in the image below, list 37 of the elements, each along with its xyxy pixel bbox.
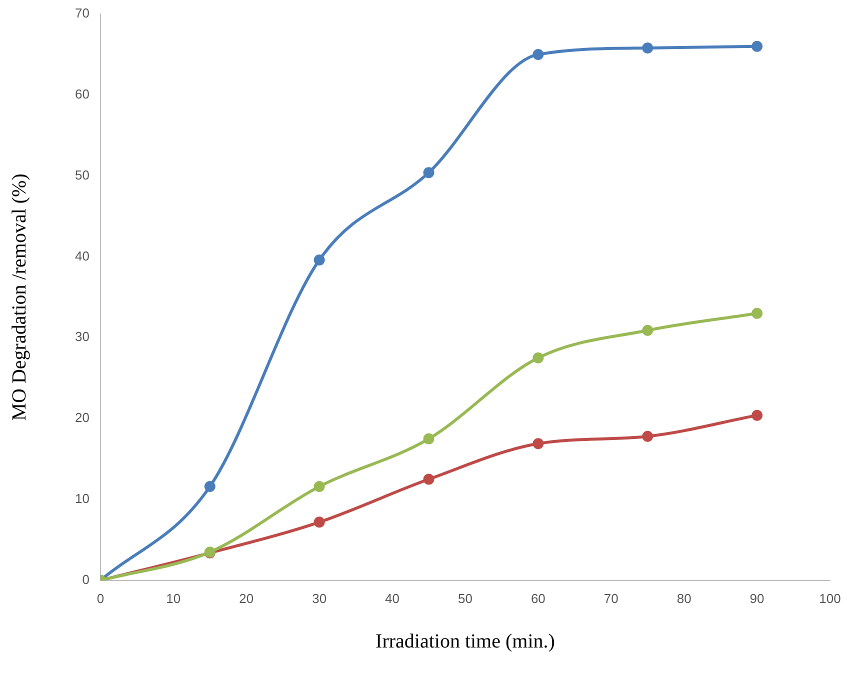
point [423,433,434,444]
point [423,167,434,178]
point [642,324,654,336]
x-tick-label: 20 [239,590,254,606]
y-tick-label: 60 [74,86,90,102]
y-axis-title: MO Degradation /removal (%) [8,174,30,421]
point [532,352,544,364]
point [642,42,654,54]
y-tick-label: 20 [74,410,90,426]
point [532,438,544,450]
point [752,308,763,319]
point [642,430,654,442]
y-tick-label: 30 [74,329,90,344]
x-tick-label: 80 [676,590,692,606]
x-tick-label: 90 [750,590,764,606]
y-tick-label: 70 [74,6,90,21]
x-tick-label: 70 [604,590,618,606]
point [752,410,763,421]
x-tick-label: 100 [819,590,841,606]
x-tick-label: 40 [385,590,400,606]
x-tick-label: 10 [166,590,181,606]
x-tick-label: 60 [530,590,546,606]
point [423,474,434,485]
point [314,516,325,528]
point [532,48,544,60]
point [752,40,763,52]
y-tick-label: 50 [74,167,90,182]
x-axis-title: Irradiation time (min.) [376,630,555,652]
point [314,481,325,492]
y-tick-label: 0 [82,572,90,587]
x-tick-label: 30 [312,590,327,606]
point [314,254,325,266]
x-tick-label: 50 [458,590,472,606]
point [204,481,216,492]
y-tick-label: 10 [74,491,90,506]
y-tick-label: 40 [74,248,90,264]
x-tick-label: 0 [96,590,104,606]
